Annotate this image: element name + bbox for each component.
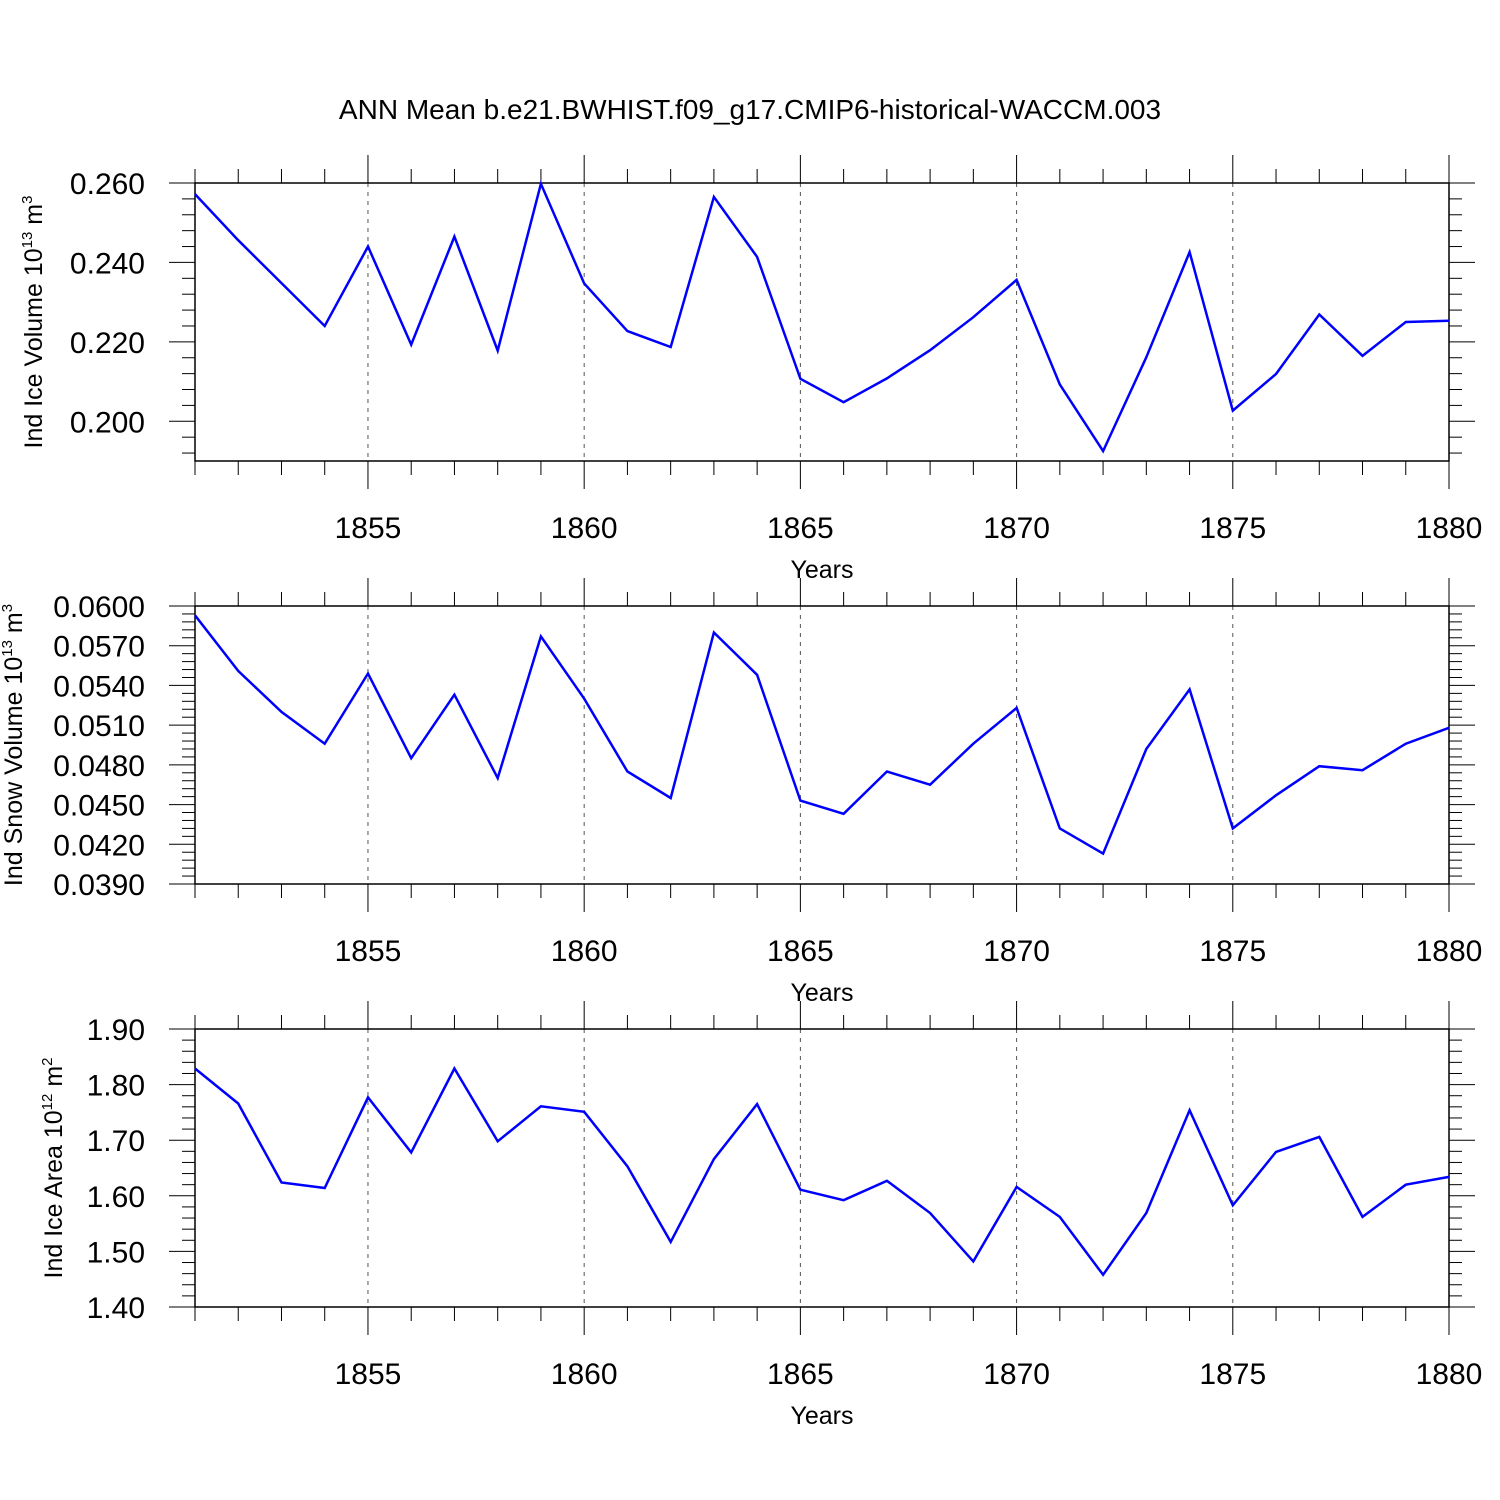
x-tick-label: 1865 [767, 1358, 834, 1391]
panel-2: 0.0390 0.0420 0.0450 0.0480 0.0510 0.0540 0.05… [0, 578, 1482, 1007]
x-tick-label: 1860 [551, 935, 618, 968]
x-tick-label: 1880 [1416, 935, 1483, 968]
y-axis-title: Ind Ice Volume 1013 m3 [19, 196, 48, 449]
y-tick-label: 1.50 [87, 1236, 145, 1269]
y-axis-title-unit: m [40, 1066, 68, 1094]
x-tick-label: 1855 [335, 1358, 402, 1391]
x-tick-label: 1855 [335, 512, 402, 545]
y-axis-title-text: Ind Ice Volume 10 [20, 248, 48, 448]
x-tick-label: 1880 [1416, 512, 1483, 545]
x-tick-label: 1865 [767, 935, 834, 968]
series-line [194, 179, 1450, 454]
chart-title: ANN Mean b.e21.BWHIST.f09_g17.CMIP6-hist… [339, 94, 1161, 125]
y-axis-title-exponent: 13 [0, 640, 16, 657]
y-axis-title-unit-exponent: 2 [39, 1058, 56, 1066]
y-tick-label: 0.0480 [53, 750, 145, 783]
x-tick-label: 1860 [551, 512, 618, 545]
x-tick-label: 1875 [1199, 512, 1266, 545]
plot-frame [194, 605, 1450, 885]
y-axis-title: Ind Ice Area 1012 m2 [39, 1058, 68, 1279]
x-tick-label: 1870 [983, 935, 1050, 968]
x-tick-label: 1870 [983, 1358, 1050, 1391]
y-axis-title-exponent: 13 [19, 232, 36, 249]
panels: 0.200 0.220 0.240 0.260 1855 1860 1865 1870 1875… [0, 155, 1482, 1430]
y-tick-label: 0.0570 [53, 631, 145, 664]
y-axis-title: Ind Snow Volume 1013 m3 [0, 604, 28, 886]
plot-frame [194, 182, 1450, 462]
x-axis-title: Years [790, 979, 853, 1007]
series-line [194, 614, 1450, 856]
series-line [194, 1065, 1450, 1277]
y-axis-title-text: Ind Ice Area 10 [40, 1110, 68, 1278]
x-tick-label: 1855 [335, 935, 402, 968]
panel-1: 0.200 0.220 0.240 0.260 1855 1860 1865 1870 1875… [19, 155, 1482, 584]
y-tick-label: 1.40 [87, 1292, 145, 1325]
y-axis-title-text: Ind Snow Volume 10 [0, 657, 28, 886]
x-axis-title: Years [790, 556, 853, 584]
y-tick-label: 0.0420 [53, 829, 145, 862]
x-tick-label: 1880 [1416, 1358, 1483, 1391]
y-tick-label: 1.90 [87, 1014, 145, 1047]
y-axis-title-unit-exponent: 3 [19, 196, 36, 204]
panel-3: 1.40 1.50 1.60 1.70 1.80 1.90 1855 1860 1865 1870… [39, 1001, 1482, 1430]
y-tick-label: 1.70 [87, 1125, 145, 1158]
y-tick-label: 1.60 [87, 1181, 145, 1214]
y-axis-title-unit: m [0, 612, 28, 640]
y-tick-label: 0.0540 [53, 670, 145, 703]
y-axis-title-exponent: 12 [39, 1094, 56, 1111]
y-axis-title-unit-exponent: 3 [0, 604, 16, 612]
x-tick-label: 1875 [1199, 935, 1266, 968]
y-tick-label: 1.80 [87, 1070, 145, 1103]
y-tick-label: 0.200 [70, 406, 145, 439]
y-tick-label: 0.0450 [53, 790, 145, 823]
x-tick-label: 1870 [983, 512, 1050, 545]
y-tick-label: 0.0600 [53, 591, 145, 624]
plot-frame [194, 1028, 1450, 1308]
x-tick-label: 1860 [551, 1358, 618, 1391]
x-tick-label: 1875 [1199, 1358, 1266, 1391]
y-tick-label: 0.0390 [53, 869, 145, 902]
x-tick-label: 1865 [767, 512, 834, 545]
y-tick-label: 0.260 [70, 168, 145, 201]
y-tick-label: 0.0510 [53, 710, 145, 743]
y-tick-label: 0.220 [70, 327, 145, 360]
x-axis-title: Years [790, 1402, 853, 1430]
y-axis-title-unit: m [20, 204, 48, 232]
y-tick-label: 0.240 [70, 247, 145, 280]
